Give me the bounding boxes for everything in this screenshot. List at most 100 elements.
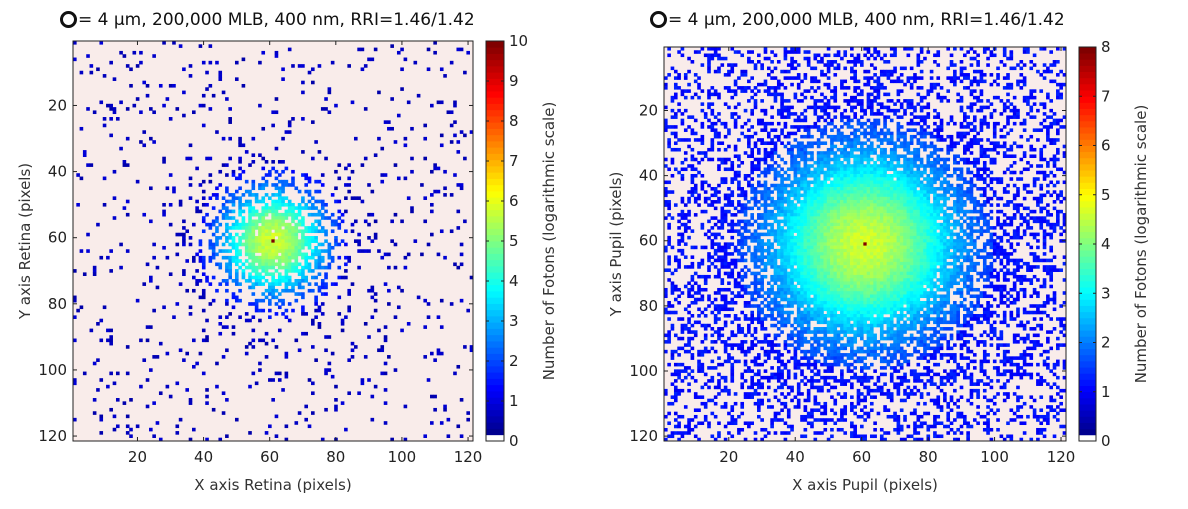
heatmap-cell [344,315,348,319]
heatmap-cell [258,256,262,260]
heatmap-cell [437,315,441,319]
heatmap-cell [970,122,974,126]
heatmap-cell [963,203,967,207]
heatmap-cell [804,226,808,230]
heatmap-cell [202,296,206,300]
heatmap-cell [817,145,821,149]
heatmap-cell [460,262,464,266]
heatmap-cell [804,203,808,207]
heatmap-cell [986,174,990,178]
heatmap-cell [897,76,901,80]
heatmap-cell [235,418,239,422]
heatmap-cell [804,148,808,152]
heatmap-cell [1029,154,1033,158]
heatmap-cell [933,171,937,175]
heatmap-cell [238,200,242,204]
heatmap-cell [288,223,292,227]
heatmap-cell [750,50,754,54]
heatmap-cell [880,164,884,168]
heatmap-cell [707,106,711,110]
heatmap-cell [810,203,814,207]
heatmap-cell [430,193,434,197]
heatmap-cell [730,226,734,230]
heatmap-cell [820,223,824,227]
heatmap-cell [103,117,107,121]
heatmap-cell [893,190,897,194]
heatmap-cell [860,187,864,191]
heatmap-cell [996,177,1000,181]
heatmap-cell [960,197,964,201]
heatmap-cell [232,226,236,230]
heatmap-cell [760,138,764,142]
heatmap-cell [275,243,279,247]
heatmap-cell [907,47,911,51]
heatmap-cell [400,289,404,293]
heatmap-cell [261,269,265,273]
heatmap-cell [853,220,857,224]
colorbar-step [486,72,504,79]
heatmap-cell [1056,47,1060,51]
heatmap-cell [830,135,834,139]
heatmap-cell [314,246,318,250]
heatmap-cell [212,276,216,280]
heatmap-cell [747,184,751,188]
heatmap-cell [940,194,944,198]
heatmap-cell [225,398,229,402]
heatmap-cell [261,177,265,181]
heatmap-cell [337,216,341,220]
heatmap-cell [265,233,269,237]
heatmap-cell [777,190,781,194]
heatmap-cell [1056,216,1060,220]
heatmap-cell [268,315,272,319]
heatmap-cell [754,86,758,90]
colorbar-step [486,366,504,373]
heatmap-cell [883,220,887,224]
heatmap-cell [814,174,818,178]
heatmap-cell [933,122,937,126]
heatmap-cell [973,158,977,162]
heatmap-cell [850,145,854,149]
heatmap-cell [804,151,808,155]
colorbar-step [486,154,504,161]
heatmap-cell [314,239,318,243]
heatmap-cell [917,194,921,198]
heatmap-cell [830,96,834,100]
heatmap-cell [314,190,318,194]
heatmap-cell [209,246,213,250]
heatmap-cell [993,54,997,58]
heatmap-cell [860,63,864,67]
heatmap-cell [890,223,894,227]
colorbar-tick-label: 9 [509,72,519,90]
heatmap-cell [351,196,355,200]
heatmap-cell [823,73,827,77]
heatmap-cell [840,141,844,145]
heatmap-cell [76,309,80,313]
heatmap-cell [790,223,794,227]
heatmap-cell [278,196,282,200]
heatmap-cell [820,70,824,74]
heatmap-cell [973,197,977,201]
heatmap-cell [1006,203,1010,207]
heatmap-cell [271,259,275,263]
heatmap-cell [245,203,249,207]
heatmap-cell [1010,171,1014,175]
heatmap-cell [970,106,974,110]
heatmap-cell [730,200,734,204]
heatmap-cell [371,190,375,194]
heatmap-cell [910,207,914,211]
heatmap-cell [301,200,305,204]
heatmap-cell [93,272,97,276]
heatmap-cell [887,60,891,64]
heatmap-cell [787,99,791,103]
heatmap-cell [767,164,771,168]
colorbar-step [486,135,504,142]
heatmap-cell [936,171,940,175]
heatmap-cell [404,405,408,409]
heatmap-cell [903,164,907,168]
heatmap-cell [697,197,701,201]
heatmap-cell [288,226,292,230]
heatmap-cell [252,269,256,273]
heatmap-cell [807,174,811,178]
heatmap-cell [764,184,768,188]
